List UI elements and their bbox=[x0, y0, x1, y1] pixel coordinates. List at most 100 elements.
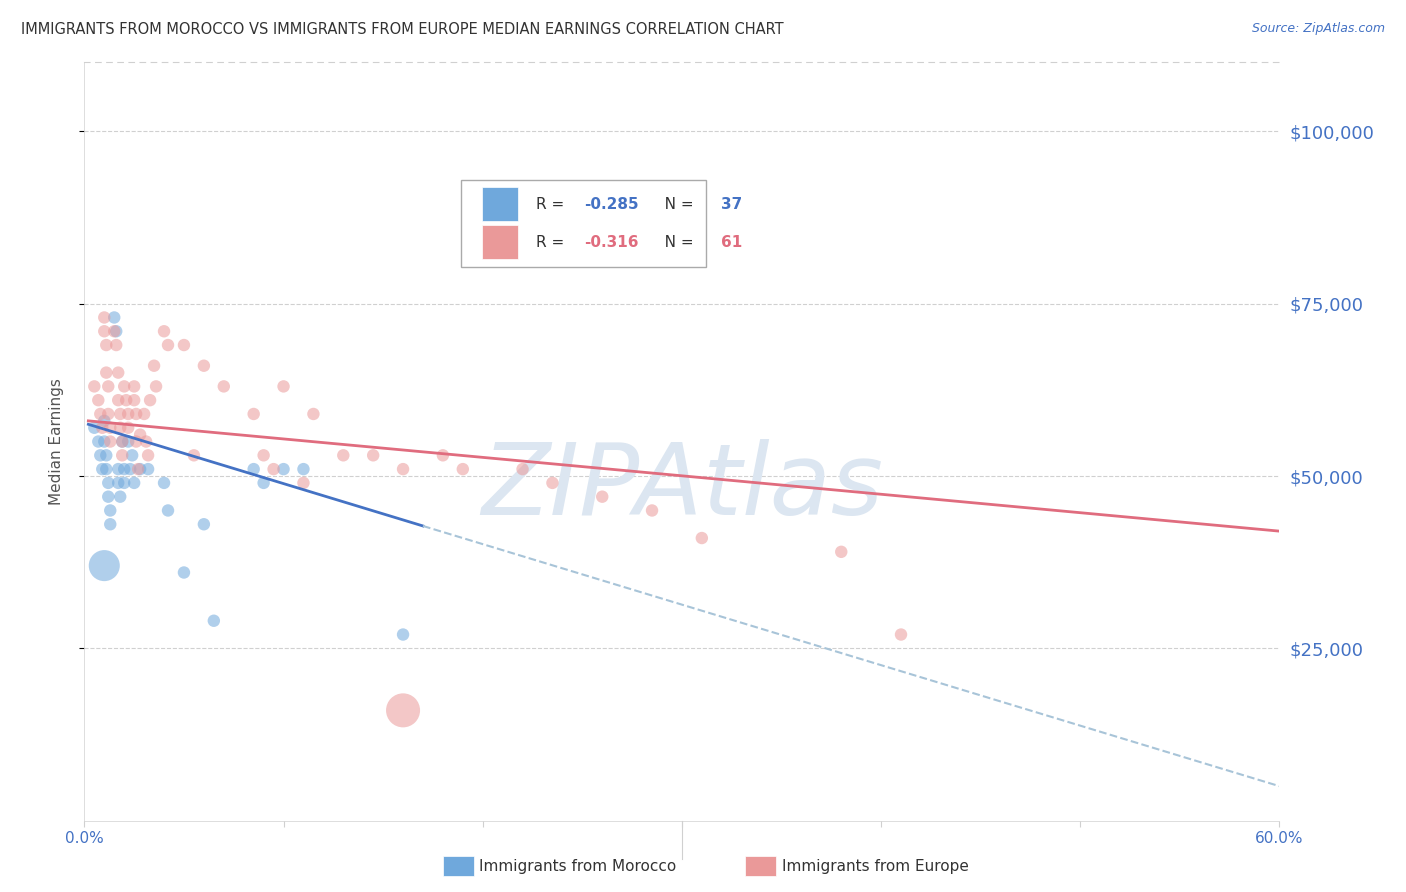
Point bbox=[105, 324, 128, 338]
Point bbox=[132, 407, 156, 421]
Point bbox=[115, 393, 138, 408]
Text: Source: ZipAtlas.com: Source: ZipAtlas.com bbox=[1251, 22, 1385, 36]
Point bbox=[157, 338, 180, 352]
Point bbox=[83, 379, 105, 393]
Point bbox=[107, 366, 129, 380]
Bar bbox=[482, 187, 519, 221]
Point bbox=[361, 448, 384, 462]
Point bbox=[96, 366, 118, 380]
Point bbox=[451, 462, 474, 476]
Point bbox=[93, 324, 115, 338]
Point bbox=[93, 558, 115, 573]
Point bbox=[117, 421, 139, 435]
Point bbox=[97, 407, 120, 421]
Point bbox=[129, 462, 152, 476]
Point bbox=[242, 462, 264, 476]
Point bbox=[392, 627, 415, 641]
Bar bbox=[482, 225, 519, 260]
Point bbox=[117, 407, 139, 421]
Text: 61: 61 bbox=[721, 235, 742, 250]
Point bbox=[110, 407, 132, 421]
Text: Immigrants from Morocco: Immigrants from Morocco bbox=[479, 859, 676, 873]
Point bbox=[641, 503, 664, 517]
Point bbox=[111, 448, 134, 462]
Point bbox=[110, 421, 132, 435]
Point bbox=[98, 421, 121, 435]
Point bbox=[98, 434, 121, 449]
Point bbox=[87, 393, 110, 408]
Point bbox=[153, 475, 176, 490]
Point bbox=[139, 393, 162, 408]
Point bbox=[93, 310, 115, 325]
Point bbox=[253, 475, 276, 490]
Point bbox=[212, 379, 235, 393]
Point bbox=[157, 503, 180, 517]
Point bbox=[432, 448, 454, 462]
Point bbox=[122, 475, 145, 490]
Point bbox=[512, 462, 534, 476]
Point bbox=[332, 448, 354, 462]
Point bbox=[193, 359, 215, 373]
Point bbox=[292, 475, 315, 490]
Point bbox=[111, 434, 134, 449]
Text: -0.316: -0.316 bbox=[583, 235, 638, 250]
Point bbox=[145, 379, 167, 393]
Text: R =: R = bbox=[536, 197, 569, 211]
Point bbox=[263, 462, 285, 476]
Point bbox=[253, 448, 276, 462]
Point bbox=[143, 359, 166, 373]
Point bbox=[541, 475, 564, 490]
Point bbox=[103, 310, 125, 325]
Point bbox=[183, 448, 205, 462]
Point bbox=[96, 448, 118, 462]
Point bbox=[136, 448, 159, 462]
Point bbox=[830, 545, 852, 559]
Point bbox=[690, 531, 713, 545]
Point bbox=[292, 462, 315, 476]
Point bbox=[107, 462, 129, 476]
Point bbox=[107, 393, 129, 408]
Point bbox=[96, 462, 118, 476]
Text: N =: N = bbox=[650, 197, 699, 211]
Text: IMMIGRANTS FROM MOROCCO VS IMMIGRANTS FROM EUROPE MEDIAN EARNINGS CORRELATION CH: IMMIGRANTS FROM MOROCCO VS IMMIGRANTS FR… bbox=[21, 22, 783, 37]
Point bbox=[93, 434, 115, 449]
Point bbox=[136, 462, 159, 476]
Point bbox=[93, 414, 115, 428]
Point bbox=[97, 490, 120, 504]
Point bbox=[125, 434, 148, 449]
Point bbox=[105, 338, 128, 352]
Point bbox=[125, 407, 148, 421]
Point bbox=[111, 434, 134, 449]
Point bbox=[112, 379, 135, 393]
Point bbox=[96, 338, 118, 352]
Point bbox=[110, 490, 132, 504]
Point bbox=[242, 407, 264, 421]
Point bbox=[103, 324, 125, 338]
Point bbox=[98, 503, 121, 517]
Text: Immigrants from Europe: Immigrants from Europe bbox=[782, 859, 969, 873]
Point bbox=[273, 462, 295, 476]
Point bbox=[112, 475, 135, 490]
Point bbox=[173, 566, 195, 580]
Point bbox=[202, 614, 225, 628]
Text: ZIPAtlas: ZIPAtlas bbox=[481, 439, 883, 535]
Point bbox=[97, 475, 120, 490]
Point bbox=[122, 393, 145, 408]
Point bbox=[392, 703, 415, 717]
Point bbox=[153, 324, 176, 338]
Point bbox=[135, 434, 157, 449]
Point bbox=[273, 379, 295, 393]
Point bbox=[591, 490, 613, 504]
Point bbox=[173, 338, 195, 352]
Point bbox=[97, 379, 120, 393]
Point bbox=[392, 462, 415, 476]
Text: -0.285: -0.285 bbox=[583, 197, 638, 211]
Point bbox=[127, 462, 149, 476]
Point bbox=[89, 448, 111, 462]
Point bbox=[91, 421, 114, 435]
Point bbox=[193, 517, 215, 532]
Point bbox=[112, 462, 135, 476]
Point bbox=[89, 407, 111, 421]
Bar bbox=[461, 180, 706, 268]
Point bbox=[107, 475, 129, 490]
